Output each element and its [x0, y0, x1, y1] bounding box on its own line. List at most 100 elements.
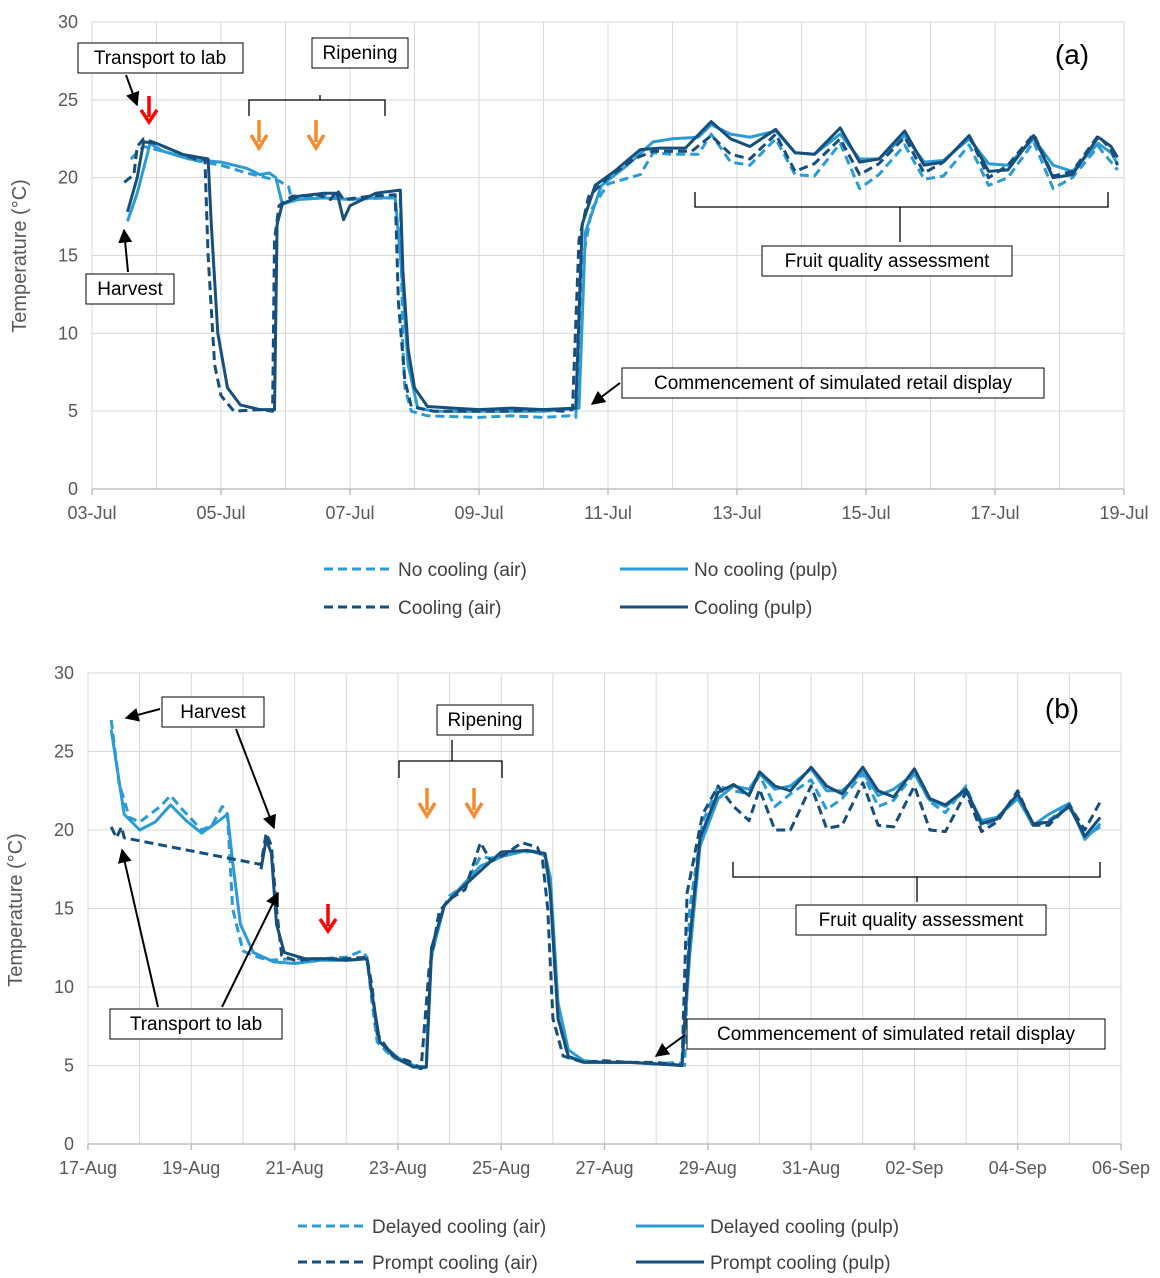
- quality-bracket-b: [732, 862, 1101, 902]
- orange-arrow-icon-a2: [306, 120, 326, 152]
- legend-label-a-3: Cooling (pulp): [694, 598, 812, 619]
- x-tick-label: 29-Aug: [679, 1158, 737, 1178]
- chart-panel-a: 03-Jul 05-Jul 07-Jul 09-Jul 11-Jul 13-Jul 15-J…: [9, 12, 1149, 619]
- legend-label-a-0: No cooling (air): [398, 560, 527, 581]
- quality-label-b: Fruit quality assessment: [819, 910, 1025, 931]
- y-tick-label: 30: [58, 12, 78, 32]
- y-tick-label: 20: [58, 168, 78, 188]
- y-tick-label: 10: [54, 977, 74, 997]
- series-line-a-0: [129, 132, 1119, 419]
- series-group-a: [123, 120, 1119, 419]
- quality-bracket-a: [694, 192, 1109, 242]
- series-line-a-2: [123, 132, 1119, 413]
- transport-arrow-b2: [221, 891, 279, 1008]
- x-tick-label: 17-Jul: [970, 503, 1019, 523]
- y-tick-label: 10: [58, 323, 78, 343]
- legend-label-b-2: Prompt cooling (air): [372, 1253, 538, 1273]
- orange-arrow-icon-a1: [249, 120, 269, 152]
- transport-label-box-a: [77, 42, 244, 74]
- x-tick-label: 19-Aug: [162, 1158, 220, 1178]
- ripening-label-box-b: [436, 704, 534, 736]
- y-axis-label-b: Temperature (°C): [5, 833, 27, 987]
- transport-label-box-b: [109, 1008, 283, 1040]
- x-tick-label: 03-Jul: [67, 503, 116, 523]
- legend-label-a-1: No cooling (pulp): [694, 560, 838, 581]
- transport-label-a: Transport to lab: [94, 48, 226, 69]
- x-tick-label: 02-Sep: [885, 1158, 943, 1178]
- ripening-label-a: Ripening: [323, 43, 398, 64]
- retail-label-box-a: [621, 367, 1045, 399]
- series-line-b-3: [259, 765, 1102, 1069]
- legend-label-b-0: Delayed cooling (air): [372, 1217, 546, 1238]
- series-line-a-3: [126, 120, 1119, 412]
- chart-panel-b: 17-Aug 19-Aug 21-Aug 23-Aug 25-Aug 27-Aug 29-A…: [5, 663, 1150, 1274]
- quality-label-box-b: [795, 904, 1047, 936]
- x-tick-label: 09-Jul: [454, 503, 503, 523]
- axes-a: 03-Jul 05-Jul 07-Jul 09-Jul 11-Jul 13-Jul 15-J…: [58, 12, 1149, 523]
- y-tick-label: 15: [54, 899, 74, 919]
- y-tick-label: 15: [58, 246, 78, 266]
- transport-arrow-b1: [117, 848, 159, 1008]
- orange-arrow-icon-b2: [464, 788, 484, 820]
- red-arrow-icon-b: [318, 904, 338, 935]
- series-line-b-2: [109, 781, 1102, 1071]
- x-tick-label: 31-Aug: [782, 1158, 840, 1178]
- harvest-label-box-b: [161, 696, 265, 728]
- annotations-a: Transport to lab Harvest Ripening Commen…: [77, 37, 1109, 405]
- x-tick-label: 25-Aug: [472, 1158, 530, 1178]
- y-tick-label: 25: [54, 742, 74, 762]
- ripening-label-b: Ripening: [448, 710, 523, 731]
- ripening-bracket-a: [248, 95, 386, 116]
- panel-label-a: (a): [1055, 39, 1089, 70]
- legend-b: Delayed cooling (air) Delayed cooling (p…: [298, 1217, 899, 1274]
- panel-label-b: (b): [1045, 693, 1079, 724]
- retail-label-a: Commencement of simulated retail display: [654, 373, 1012, 394]
- y-tick-label: 0: [68, 479, 78, 499]
- annotations-b: Harvest Transport to lab Ripening Commen…: [109, 696, 1106, 1057]
- x-tick-label: 23-Aug: [369, 1158, 427, 1178]
- series-group-b: [109, 719, 1102, 1071]
- y-tick-label: 5: [68, 401, 78, 421]
- ripening-label-box-a: [311, 37, 409, 69]
- x-tick-label: 04-Sep: [989, 1158, 1047, 1178]
- harvest-arrow-b2: [235, 728, 277, 830]
- retail-label-box-b: [686, 1018, 1106, 1050]
- y-tick-label: 0: [64, 1134, 74, 1154]
- quality-label-a: Fruit quality assessment: [785, 251, 991, 272]
- y-tick-label: 5: [64, 1056, 74, 1076]
- harvest-arrow-a: [118, 228, 133, 273]
- y-tick-label: 30: [54, 663, 74, 683]
- legend-a: No cooling (air) No cooling (pulp) Cooli…: [324, 560, 838, 619]
- x-tick-label: 17-Aug: [59, 1158, 117, 1178]
- legend-label-b-3: Prompt cooling (pulp): [710, 1253, 891, 1273]
- retail-label-b: Commencement of simulated retail display: [717, 1024, 1075, 1045]
- x-tick-label: 11-Jul: [584, 503, 632, 523]
- axes-b: 17-Aug 19-Aug 21-Aug 23-Aug 25-Aug 27-Aug 29-A…: [54, 663, 1150, 1178]
- y-tick-label: 25: [58, 90, 78, 110]
- quality-label-box-a: [761, 245, 1013, 277]
- x-tick-label: 05-Jul: [196, 503, 245, 523]
- ripening-bracket-b: [398, 740, 503, 778]
- red-arrow-icon-a: [139, 96, 159, 126]
- x-tick-label: 27-Aug: [575, 1158, 633, 1178]
- transport-arrow-a: [125, 74, 140, 107]
- harvest-label-a: Harvest: [97, 279, 163, 300]
- x-tick-label: 19-Jul: [1099, 503, 1148, 523]
- x-tick-label: 15-Jul: [841, 503, 890, 523]
- transport-label-b: Transport to lab: [130, 1014, 262, 1035]
- retail-arrow-a: [590, 382, 621, 405]
- x-tick-label: 13-Jul: [712, 503, 761, 523]
- harvest-label-b: Harvest: [180, 702, 246, 723]
- retail-arrow-b: [654, 1034, 686, 1057]
- x-tick-label: 06-Sep: [1092, 1158, 1150, 1178]
- y-axis-label-a: Temperature (°C): [9, 179, 31, 333]
- x-tick-label: 07-Jul: [325, 503, 374, 523]
- x-tick-label: 21-Aug: [266, 1158, 324, 1178]
- legend-label-a-2: Cooling (air): [398, 598, 501, 619]
- y-tick-label: 20: [54, 820, 74, 840]
- orange-arrow-icon-b1: [417, 788, 437, 820]
- harvest-label-box-a: [85, 273, 175, 305]
- harvest-arrow-b1: [124, 708, 161, 722]
